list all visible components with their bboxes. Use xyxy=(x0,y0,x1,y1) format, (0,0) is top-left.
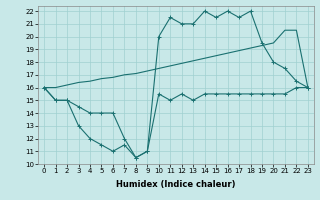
X-axis label: Humidex (Indice chaleur): Humidex (Indice chaleur) xyxy=(116,180,236,189)
